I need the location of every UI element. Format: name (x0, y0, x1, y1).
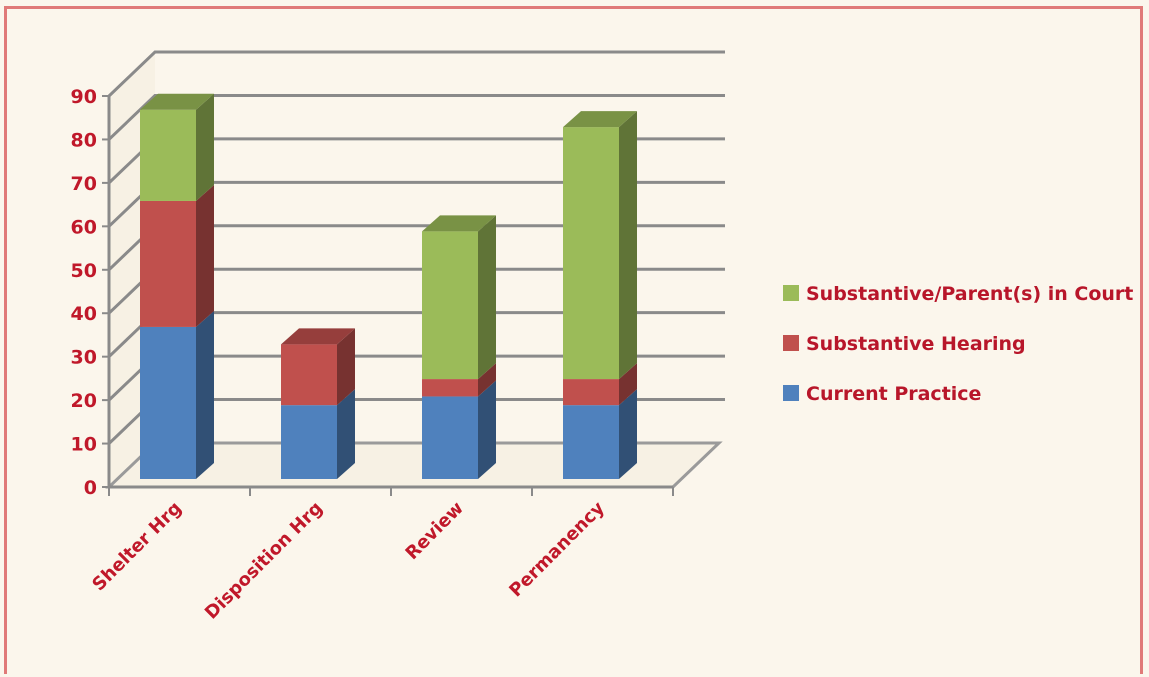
legend-swatch (783, 385, 799, 401)
y-tick-label: 40 (71, 303, 97, 325)
y-tick-labels: 0 10 20 30 40 50 60 70 80 90 (71, 86, 97, 499)
y-tick-label: 80 (71, 129, 97, 151)
y-tick-label: 90 (71, 86, 97, 108)
bar-side (619, 389, 637, 479)
legend-item: Current Practice (783, 383, 981, 405)
bar-segment (281, 328, 355, 406)
chart-frame: 0 10 20 30 40 50 60 70 80 90 Shelter Hrg Dispositi… (4, 6, 1143, 674)
legend-swatch (783, 335, 799, 351)
bar-side (196, 310, 214, 479)
bar-front (422, 231, 478, 380)
bar-front (140, 326, 196, 479)
category-label: Permanency (505, 497, 609, 601)
bar-segment (140, 184, 214, 327)
category-label: Disposition Hrg (201, 498, 327, 624)
bar-side (478, 363, 496, 397)
bar-segment (281, 389, 355, 479)
axes (102, 95, 674, 496)
bar-front (563, 405, 619, 479)
bar-front (140, 109, 196, 201)
bar-segment (140, 93, 214, 201)
bar-segment (422, 380, 496, 479)
bar-top (422, 215, 496, 232)
bar-segment (422, 215, 496, 380)
legend: Substantive/Parent(s) in Court Substantiv… (783, 283, 1133, 405)
bar-front (281, 405, 337, 479)
legend-swatch (783, 285, 799, 301)
y-tick-label: 20 (71, 390, 97, 412)
legend-label: Substantive/Parent(s) in Court (806, 283, 1133, 305)
y-tick-label: 50 (71, 260, 97, 282)
bar-top (563, 111, 637, 128)
bar-segment (422, 363, 496, 397)
y-tick-label: 70 (71, 173, 97, 195)
category-label: Review (402, 498, 468, 564)
bar-top (140, 93, 214, 110)
gridline (107, 93, 725, 141)
bar-side (196, 184, 214, 327)
bar-side (196, 93, 214, 201)
bars (140, 93, 637, 479)
legend-label: Substantive Hearing (806, 333, 1026, 355)
bar-segment (140, 310, 214, 479)
bar-front (281, 344, 337, 406)
legend-item: Substantive Hearing (783, 333, 1026, 355)
bar-front (563, 127, 619, 380)
bar-front (563, 379, 619, 406)
bar-side (619, 363, 637, 406)
bar-front (422, 396, 478, 479)
bar-segment (563, 363, 637, 406)
bar-front (140, 200, 196, 327)
bar-side (337, 389, 355, 479)
bar-side (478, 215, 496, 380)
legend-item: Substantive/Parent(s) in Court (783, 283, 1133, 305)
bar-segment (563, 389, 637, 479)
y-tick-label: 30 (71, 347, 97, 369)
legend-label: Current Practice (806, 383, 981, 405)
bar-segment (563, 111, 637, 380)
bar-side (478, 380, 496, 479)
category-label: Shelter Hrg (88, 498, 186, 596)
bar-front (422, 379, 478, 397)
y-tick-label: 0 (84, 477, 97, 499)
gridline (107, 50, 725, 98)
bar-top (281, 328, 355, 345)
bar-side (337, 328, 355, 406)
category-labels: Shelter Hrg Disposition Hrg Review Permanen… (88, 497, 609, 623)
stacked-bar-chart: 0 10 20 30 40 50 60 70 80 90 Shelter Hrg Dispositi… (71, 50, 1133, 624)
bar-side (619, 111, 637, 380)
y-tick-label: 60 (71, 216, 97, 238)
y-tick-label: 10 (71, 434, 97, 456)
